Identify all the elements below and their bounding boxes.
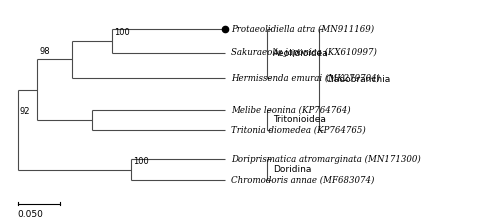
Text: 98: 98 bbox=[40, 47, 50, 56]
Text: Hermissenda emurai (MK279704): Hermissenda emurai (MK279704) bbox=[231, 74, 380, 83]
Text: Chromodoris annae (MF683074): Chromodoris annae (MF683074) bbox=[231, 175, 374, 184]
Text: 100: 100 bbox=[133, 157, 148, 166]
Text: Doriprismatica atromarginata (MN171300): Doriprismatica atromarginata (MN171300) bbox=[231, 155, 421, 164]
Text: Aeolidioidea: Aeolidioidea bbox=[273, 49, 329, 58]
Text: Tritonia diomedea (KP764765): Tritonia diomedea (KP764765) bbox=[231, 125, 366, 134]
Text: 0.050: 0.050 bbox=[18, 210, 44, 219]
Text: Doridina: Doridina bbox=[273, 165, 312, 174]
Text: 92: 92 bbox=[19, 108, 30, 116]
Text: Cladobranchia: Cladobranchia bbox=[325, 75, 390, 84]
Text: Protaeolidiella atra (MN911169): Protaeolidiella atra (MN911169) bbox=[231, 24, 374, 33]
Text: Tritonioidea: Tritonioidea bbox=[273, 115, 326, 124]
Text: Sakuraeolis japonica (KX610997): Sakuraeolis japonica (KX610997) bbox=[231, 48, 377, 57]
Text: 100: 100 bbox=[114, 28, 130, 37]
Text: Melibe leonina (KP764764): Melibe leonina (KP764764) bbox=[231, 105, 351, 114]
